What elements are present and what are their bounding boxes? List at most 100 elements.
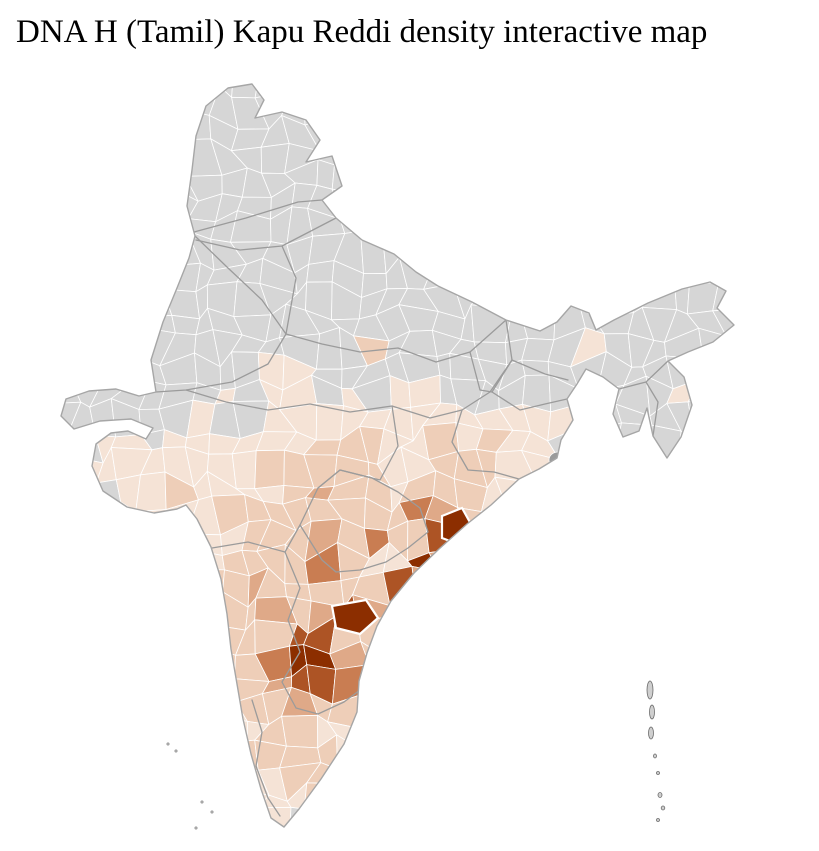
district-cell[interactable]	[118, 46, 139, 67]
district-cell[interactable]	[361, 96, 382, 130]
district-cell[interactable]	[595, 118, 634, 154]
district-cell[interactable]	[711, 40, 744, 70]
district-cell[interactable]	[119, 115, 146, 150]
district-cell[interactable]	[615, 703, 649, 720]
district-cell[interactable]	[641, 762, 679, 794]
district-cell[interactable]	[383, 45, 415, 73]
district-cell[interactable]	[595, 533, 635, 561]
district-cell[interactable]	[669, 43, 705, 74]
district-cell[interactable]	[0, 118, 33, 149]
district-cell[interactable]	[568, 735, 609, 775]
district-cell[interactable]	[639, 144, 677, 164]
district-cell[interactable]	[0, 242, 32, 268]
district-cell[interactable]	[692, 147, 715, 176]
district-cell[interactable]	[44, 744, 68, 775]
district-cell[interactable]	[471, 528, 510, 559]
district-cell[interactable]	[785, 674, 817, 705]
district-cell[interactable]	[744, 280, 777, 309]
district-cell[interactable]	[499, 720, 531, 753]
district-cell[interactable]	[596, 668, 632, 705]
district-cell[interactable]	[48, 255, 70, 289]
district-cell[interactable]	[0, 306, 24, 330]
district-cell[interactable]	[639, 582, 670, 608]
district-cell[interactable]	[115, 137, 144, 168]
district-cell[interactable]	[88, 600, 121, 625]
district-cell[interactable]	[28, 456, 55, 483]
district-cell[interactable]	[28, 425, 55, 459]
district-cell[interactable]	[565, 450, 605, 490]
district-cell[interactable]	[711, 766, 753, 789]
district-cell[interactable]	[42, 302, 71, 341]
district-cell[interactable]	[448, 140, 489, 173]
district-cell[interactable]	[476, 667, 505, 698]
district-cell[interactable]	[0, 259, 33, 297]
district-cell[interactable]	[184, 111, 212, 141]
district-cell[interactable]	[413, 741, 431, 775]
district-cell[interactable]	[48, 167, 77, 196]
district-cell[interactable]	[24, 304, 53, 340]
district-cell[interactable]	[735, 575, 776, 607]
district-cell[interactable]	[638, 231, 681, 262]
district-cell[interactable]	[500, 46, 535, 74]
district-cell[interactable]	[334, 810, 360, 843]
district-cell[interactable]	[718, 494, 745, 534]
district-cell[interactable]	[55, 423, 67, 460]
district-cell[interactable]	[134, 815, 178, 849]
district-cell[interactable]	[494, 94, 531, 128]
district-cell[interactable]	[0, 456, 33, 481]
district-cell[interactable]	[407, 185, 439, 215]
district-cell[interactable]	[807, 715, 819, 753]
district-cell[interactable]	[432, 140, 456, 175]
district-cell[interactable]	[449, 542, 485, 584]
district-cell[interactable]	[67, 334, 99, 362]
district-cell[interactable]	[765, 692, 790, 716]
district-cell[interactable]	[613, 93, 651, 128]
district-cell[interactable]	[32, 242, 56, 259]
district-cell[interactable]	[762, 524, 791, 558]
district-cell[interactable]	[0, 680, 23, 700]
district-cell[interactable]	[137, 97, 165, 129]
district-cell[interactable]	[687, 767, 724, 801]
district-cell[interactable]	[366, 116, 382, 153]
district-cell[interactable]	[710, 121, 751, 152]
district-cell[interactable]	[70, 647, 103, 678]
district-cell[interactable]	[73, 815, 103, 846]
district-cell[interactable]	[768, 161, 792, 193]
district-cell[interactable]	[136, 580, 162, 596]
district-cell[interactable]	[627, 231, 654, 267]
district-cell[interactable]	[482, 751, 501, 776]
district-cell[interactable]	[552, 501, 572, 536]
district-cell[interactable]	[23, 715, 52, 750]
district-cell[interactable]	[70, 663, 103, 693]
district-cell[interactable]	[547, 135, 583, 167]
district-cell[interactable]	[622, 596, 654, 622]
district-cell[interactable]	[594, 422, 623, 461]
district-cell[interactable]	[526, 43, 547, 78]
district-cell[interactable]	[54, 454, 76, 484]
district-cell[interactable]	[0, 473, 33, 509]
district-cell[interactable]	[716, 245, 745, 273]
district-cell[interactable]	[109, 594, 152, 630]
district-cell[interactable]	[158, 688, 199, 731]
district-cell[interactable]	[572, 219, 606, 240]
district-cell[interactable]	[692, 168, 723, 196]
district-cell[interactable]	[435, 570, 466, 610]
district-cell[interactable]	[542, 282, 581, 308]
district-cell[interactable]	[134, 542, 171, 582]
district-cell[interactable]	[568, 719, 601, 753]
district-cell[interactable]	[141, 646, 174, 678]
district-cell[interactable]	[768, 425, 800, 463]
district-cell[interactable]	[667, 842, 699, 851]
district-cell[interactable]	[449, 761, 484, 797]
district-cell[interactable]	[331, 164, 367, 193]
district-cell[interactable]	[113, 817, 136, 849]
district-cell[interactable]	[0, 811, 27, 838]
district-cell[interactable]	[21, 69, 53, 92]
district-cell[interactable]	[0, 66, 33, 104]
district-cell[interactable]	[95, 214, 126, 245]
district-cell[interactable]	[407, 638, 432, 669]
district-cell[interactable]	[615, 833, 655, 851]
district-cell[interactable]	[566, 481, 597, 509]
district-cell[interactable]	[719, 592, 752, 623]
district-cell[interactable]	[671, 495, 705, 538]
